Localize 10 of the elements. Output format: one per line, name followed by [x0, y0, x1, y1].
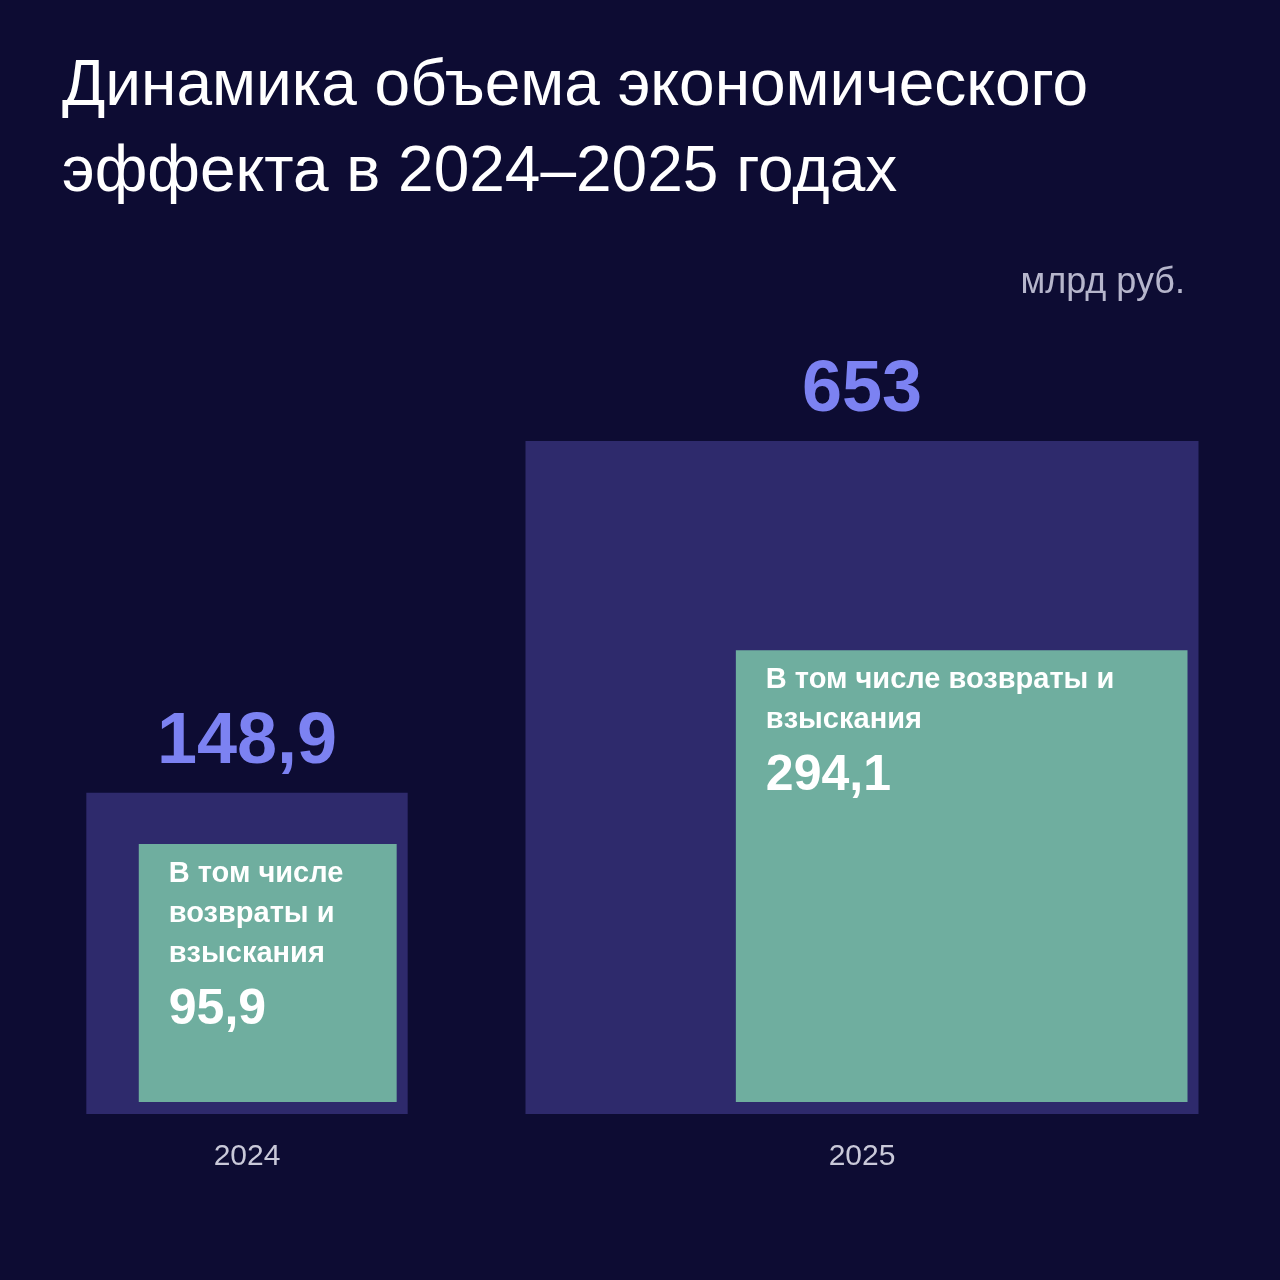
data-label: 95,9 [168, 979, 267, 1036]
text: млрд руб. [1020, 260, 1185, 301]
data-label: 653 [801, 346, 923, 426]
category-label: 2024 [213, 1138, 281, 1171]
category-label: 2025 [828, 1138, 896, 1171]
text: В том числе возвраты и взыскания [765, 662, 1115, 735]
data-label: 294,1 [765, 745, 891, 802]
data-label: 148,9 [156, 697, 338, 778]
text: Динамика объема экономического эффекта в 2024–2025 годах [62, 47, 1089, 205]
series-label: В том числе возвраты и взыскания [168, 856, 344, 969]
